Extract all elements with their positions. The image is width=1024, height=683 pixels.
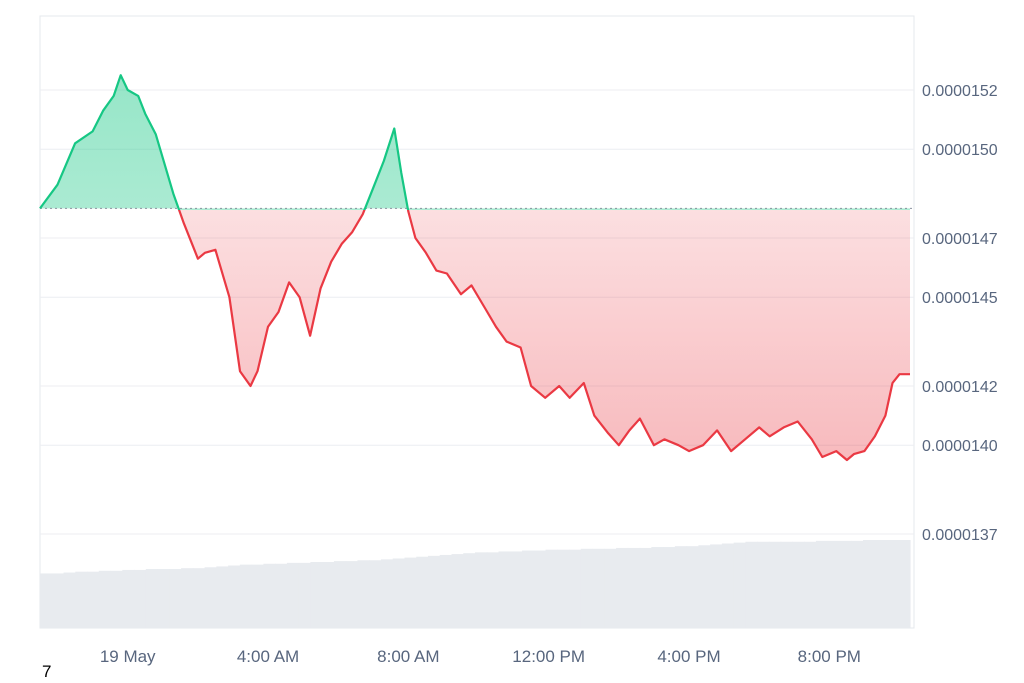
volume-bar	[733, 542, 747, 628]
volume-bar	[98, 570, 112, 628]
volume-bar	[580, 548, 594, 628]
volume-bar	[87, 571, 100, 628]
volume-bar	[686, 546, 699, 628]
volume-bar	[639, 547, 652, 628]
volume-bar	[275, 563, 288, 628]
volume-bar	[510, 551, 523, 628]
volume-bar	[486, 552, 500, 628]
line-below-baseline[interactable]	[40, 75, 910, 462]
x-tick-label: 12:00 PM	[512, 647, 585, 666]
volume-bar	[333, 561, 347, 628]
volume-bar	[322, 562, 335, 628]
volume-bar	[651, 547, 664, 628]
volume-bar	[757, 541, 770, 628]
volume-bar	[239, 564, 253, 628]
y-tick-label: 0.0000152	[922, 83, 998, 100]
volume-bar	[427, 555, 441, 628]
volume-bar	[475, 552, 488, 628]
x-tick-label: 4:00 PM	[657, 647, 720, 666]
volume-bar	[839, 540, 852, 628]
volume-bar	[439, 554, 453, 628]
volume-bar	[674, 546, 688, 628]
volume-bar	[862, 540, 876, 628]
volume-bar	[815, 540, 829, 628]
volume-bar	[110, 570, 123, 628]
volume-bar	[192, 568, 206, 628]
volume-bar	[345, 561, 359, 628]
volume-bar	[463, 553, 476, 628]
volume-bar	[851, 540, 864, 628]
volume-bar	[698, 545, 711, 628]
y-tick-label: 0.0000140	[922, 438, 998, 455]
volume-bar	[780, 541, 794, 628]
volume-bar	[498, 551, 511, 628]
volume-bar	[874, 540, 888, 628]
volume-bar	[545, 549, 558, 628]
volume-bar	[380, 559, 394, 628]
y-tick-label: 0.0000147	[922, 231, 998, 248]
volume-bar	[416, 556, 429, 628]
volume-bar	[145, 569, 159, 628]
volume-bar	[721, 543, 735, 628]
volume-bar	[522, 550, 535, 628]
volume-bar	[569, 549, 582, 628]
x-tick-label: 8:00 AM	[377, 647, 439, 666]
volume-bar	[557, 549, 570, 628]
volume-bar	[63, 572, 76, 628]
volume-bar	[51, 573, 65, 628]
volume-bar	[228, 565, 241, 628]
price-line[interactable]	[39, 74, 910, 462]
volume-bar	[404, 557, 417, 628]
volume-bar	[204, 567, 217, 628]
x-axis: 19 May 4:00 AM 8:00 AM 12:00 PM 4:00 PM 8:00 …	[100, 647, 861, 666]
volume-bar	[663, 547, 676, 628]
volume-bar	[251, 564, 264, 628]
volume-bar	[134, 569, 147, 628]
volume-bar	[122, 569, 135, 628]
volume-bar	[533, 550, 547, 628]
x-tick-label: 8:00 PM	[798, 647, 861, 666]
y-tick-label: 0.0000150	[922, 142, 998, 159]
y-tick-label: 0.0000137	[922, 527, 998, 544]
volume-bar	[169, 569, 182, 628]
volume-bar	[392, 558, 406, 628]
y-tick-label: 0.0000145	[922, 290, 998, 307]
volume-bar	[216, 566, 229, 628]
volume-bar	[40, 573, 53, 628]
volume-bar	[745, 541, 758, 628]
volume-bar	[710, 544, 723, 628]
volume-bar	[792, 541, 805, 628]
volume-bar	[369, 560, 382, 628]
volume-bar	[616, 547, 629, 628]
volume-bar	[592, 548, 605, 628]
volume-bar	[286, 562, 300, 628]
volume-bar	[768, 541, 782, 628]
volume-bar	[898, 540, 911, 628]
volume-bar	[75, 571, 88, 628]
area-below-baseline	[179, 210, 910, 460]
volume-bar	[827, 540, 841, 628]
corner-note: 7	[42, 662, 52, 681]
volume-bar	[157, 569, 170, 628]
price-area	[40, 75, 910, 460]
volume-bar	[181, 568, 194, 628]
volume-bar	[357, 560, 370, 628]
x-tick-label: 19 May	[100, 647, 156, 666]
x-tick-label: 4:00 AM	[237, 647, 299, 666]
volume-bar	[298, 562, 312, 628]
volume-bar	[310, 562, 323, 628]
volume-bar	[627, 547, 641, 628]
volume-bar	[451, 554, 464, 628]
y-axis: 0.0000137 0.0000140 0.0000142 0.0000145 0.00…	[922, 83, 998, 544]
y-tick-label: 0.0000142	[922, 379, 998, 396]
volume-bar	[804, 541, 817, 628]
volume-bar	[604, 548, 617, 628]
volume-bar	[886, 540, 899, 628]
volume-bars	[40, 540, 911, 628]
volume-bar	[263, 563, 276, 628]
